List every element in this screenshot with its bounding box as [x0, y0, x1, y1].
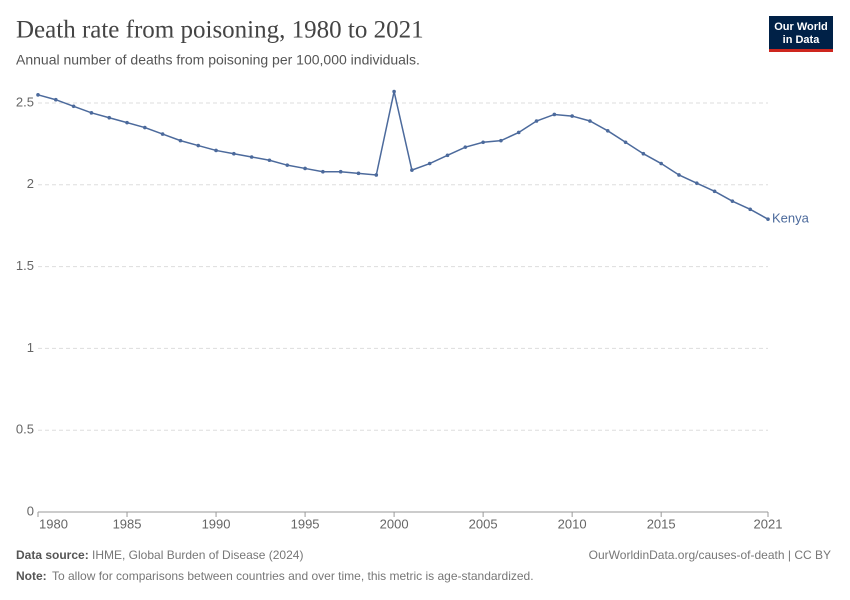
series-point	[427, 161, 432, 166]
y-tick-label: 0.5	[16, 422, 34, 437]
series-point	[125, 120, 129, 125]
url[interactable]: OurWorldinData.org/causes-of-death | CC …	[589, 548, 831, 562]
source: IHME, Global Burden of Disease (2024)	[92, 548, 303, 562]
series-point	[552, 112, 557, 117]
series-point	[54, 97, 58, 102]
series-point	[748, 207, 752, 212]
logo-box	[769, 16, 833, 52]
note: To allow for comparisons between countri…	[52, 569, 534, 583]
series-point	[694, 181, 699, 185]
note-label: Note:	[16, 569, 47, 583]
logo[interactable]: Our World in Data	[769, 16, 833, 52]
logo-text: Our World	[774, 21, 828, 33]
series-point	[605, 129, 610, 133]
chart-subtitle: Annual number of deaths from poisoning p…	[16, 52, 420, 68]
x-tick-label: 1980	[39, 516, 68, 531]
x-tick-label: 1995	[291, 516, 320, 531]
x-tick-label: 2000	[380, 516, 409, 531]
series-point	[499, 138, 503, 143]
x-tick-label: 1985	[113, 516, 142, 531]
x-tick-label: 2005	[469, 516, 498, 531]
series-point	[570, 114, 574, 118]
series-point	[107, 115, 112, 120]
series-point	[641, 151, 646, 156]
series-point	[677, 173, 681, 177]
y-tick-label: 1.5	[16, 258, 34, 273]
series-point	[178, 138, 183, 143]
x-tick-label: 2015	[647, 516, 676, 531]
series-point	[71, 104, 76, 109]
source-label: Data source:	[16, 548, 89, 562]
series-line	[37, 91, 769, 220]
series-point	[249, 155, 254, 159]
series-point	[463, 145, 468, 149]
series-point	[516, 130, 521, 135]
y-tick-label: 1	[27, 340, 34, 355]
logo-text: in Data	[783, 34, 821, 46]
series-point	[232, 151, 236, 156]
series-point	[285, 163, 290, 167]
series-point	[356, 171, 361, 176]
series-point	[89, 111, 94, 115]
x-tick-label: 2021	[754, 516, 783, 531]
series-point	[303, 166, 307, 171]
series-point	[712, 189, 717, 194]
y-tick-label: 2	[27, 176, 34, 191]
series-point	[374, 173, 379, 177]
series-point	[445, 153, 450, 158]
series-point	[196, 143, 201, 148]
series-point	[392, 89, 396, 94]
series-point	[160, 132, 165, 136]
legend-label: Kenya	[772, 211, 810, 226]
y-tick-label: 2.5	[16, 94, 34, 109]
series-point	[338, 169, 343, 174]
series-point	[36, 93, 40, 97]
series-point	[730, 199, 735, 203]
x-tick-label: 1990	[202, 516, 231, 531]
series-point	[410, 168, 414, 172]
series-point	[659, 161, 663, 166]
logo-stripe	[769, 49, 833, 52]
series-point	[481, 140, 485, 145]
series-point	[143, 125, 147, 130]
series-point	[267, 158, 272, 163]
series-point	[534, 119, 539, 123]
series-point	[321, 169, 325, 174]
series-point	[588, 119, 592, 123]
chart-title: Death rate from poisoning, 1980 to 2021	[16, 17, 424, 44]
series-point	[766, 217, 770, 221]
series-point	[623, 140, 628, 145]
x-tick-label: 2010	[558, 516, 587, 531]
series-point	[214, 148, 218, 153]
y-tick-label: 0	[27, 503, 34, 518]
